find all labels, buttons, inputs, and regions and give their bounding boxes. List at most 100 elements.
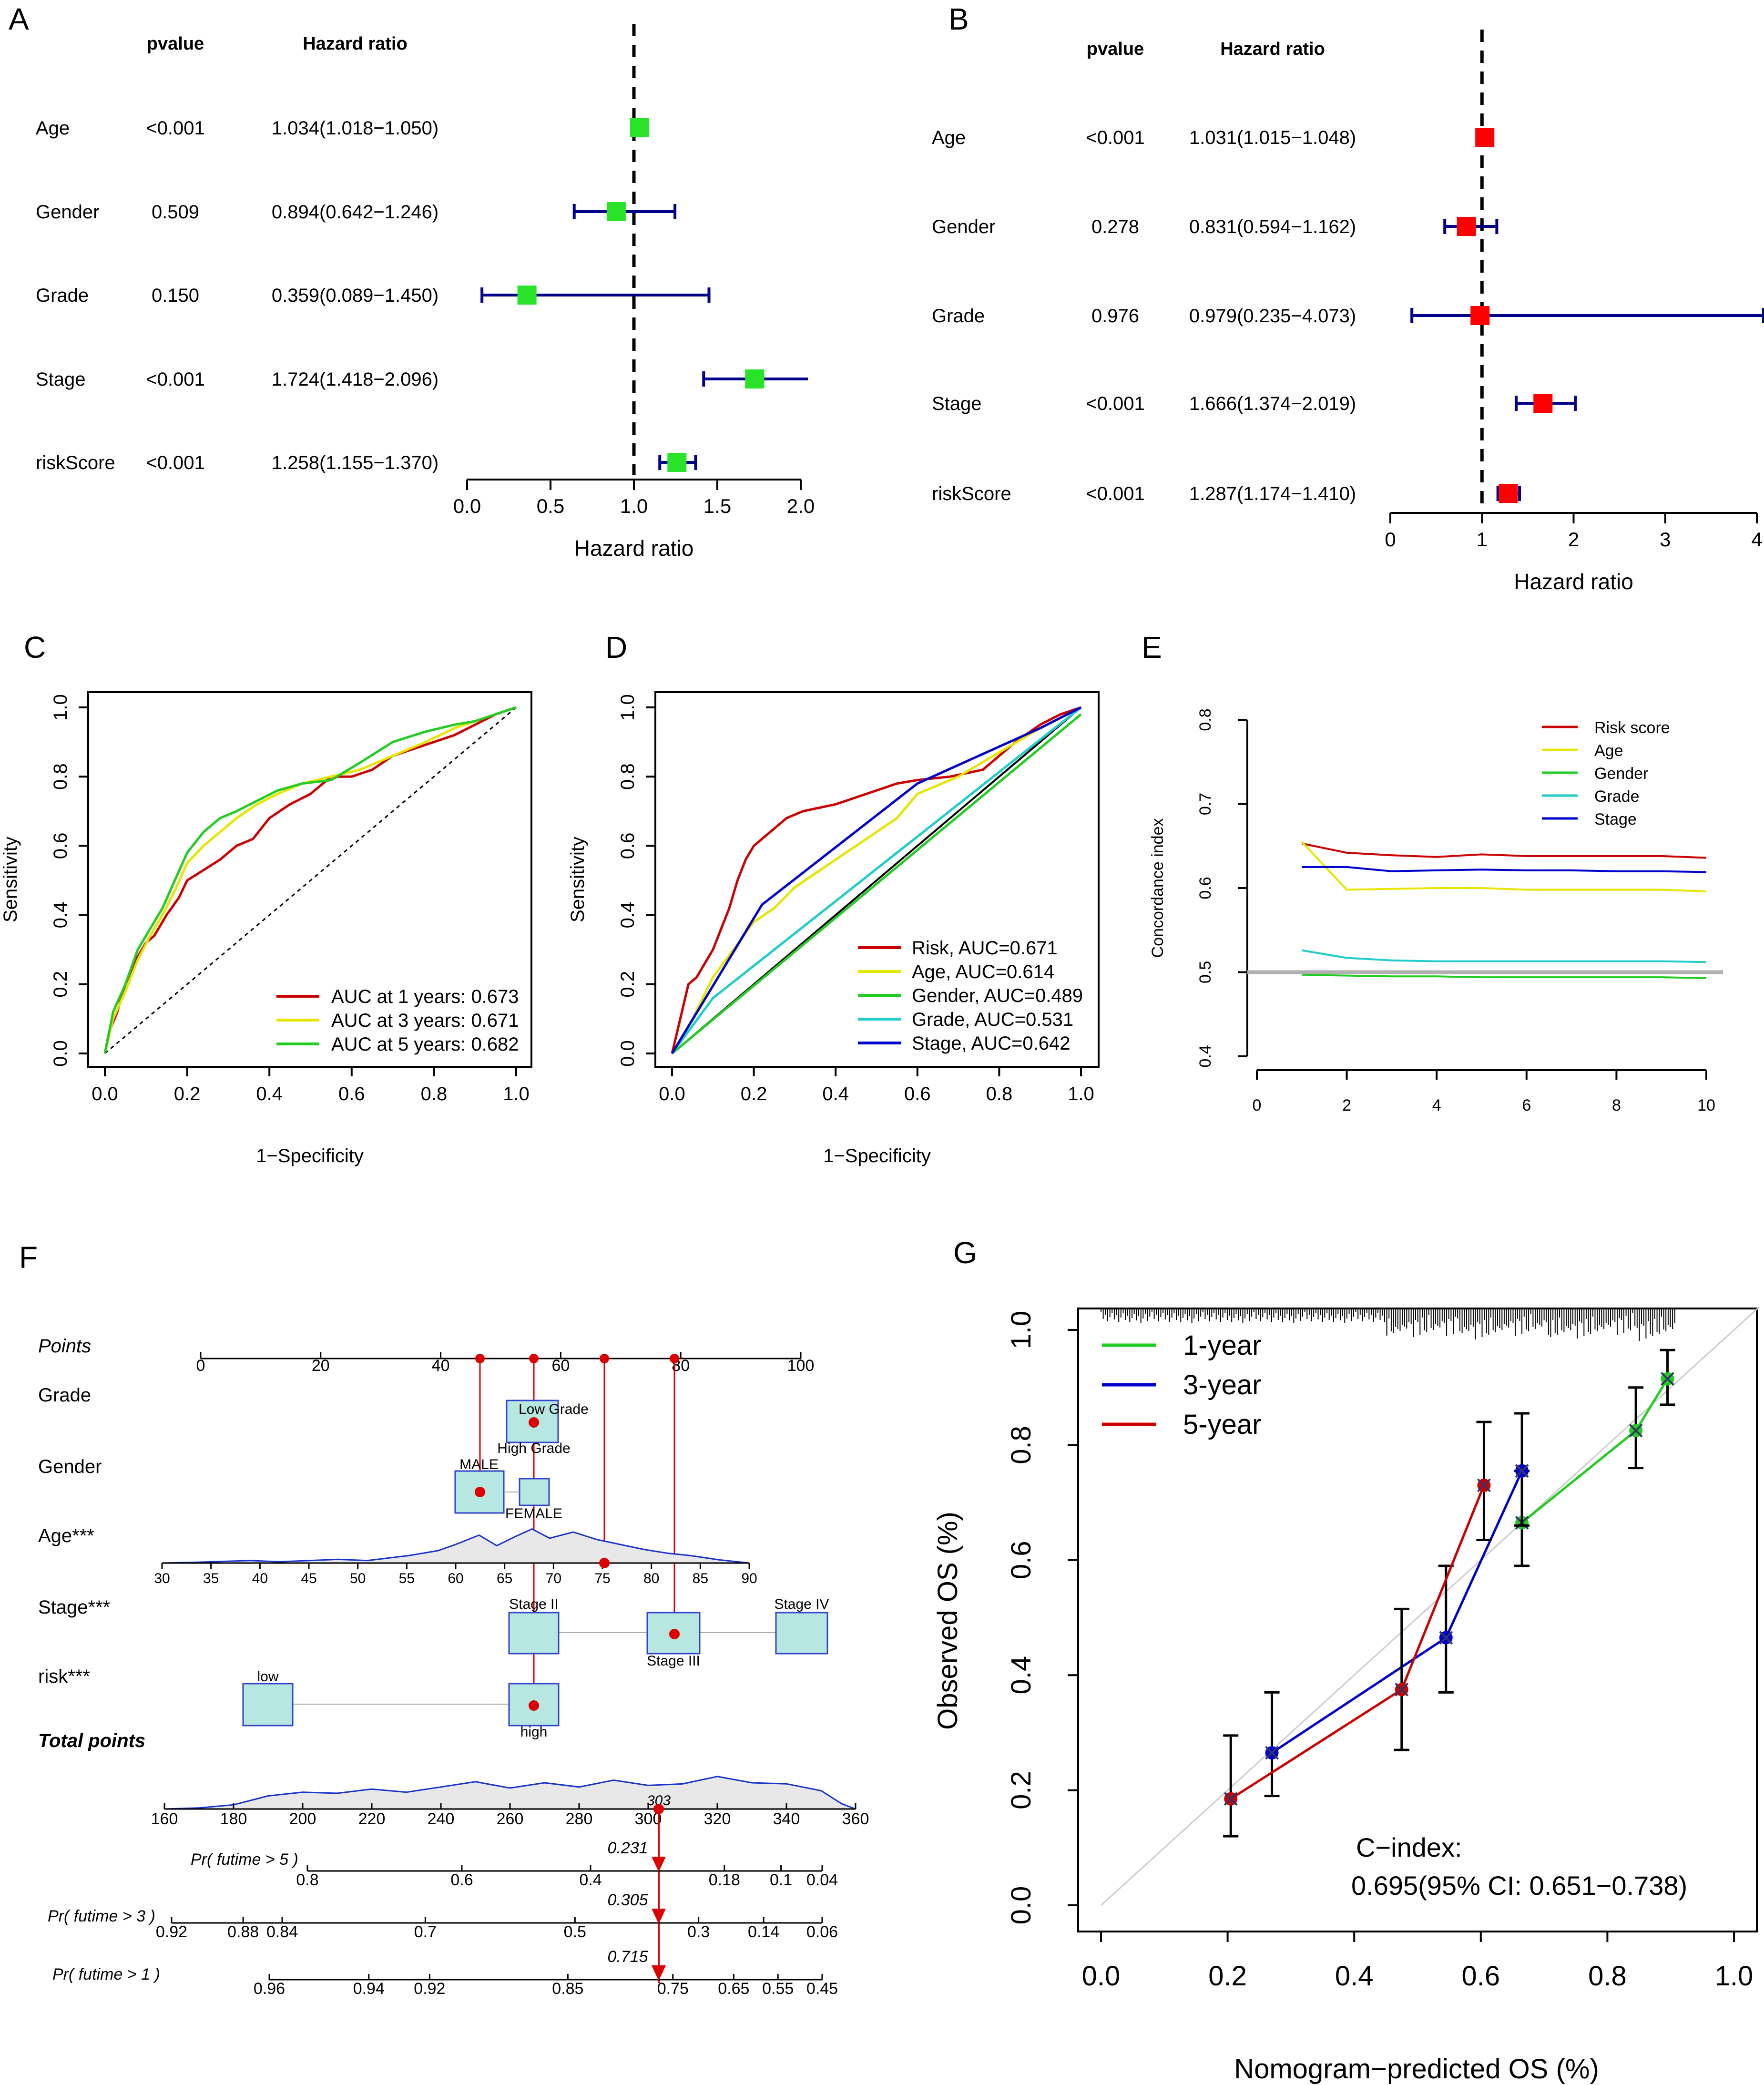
nomogram-prob-tick-label: 0.45 [806,1980,838,1998]
roc-d-x-tick-label: 0.8 [986,1083,1013,1104]
roc-d-series-line [671,706,1081,1054]
calib-x-tick-label: 0.6 [1461,1961,1500,1992]
roc-c-x-tick-label: 0.0 [92,1083,118,1104]
forest-a-row-pvalue: 0.150 [152,285,199,306]
calib-point-cross [1629,1423,1643,1438]
forest-b-row-hr-text: 1.031(1.015−1.048) [1189,127,1356,148]
forest-a-row-label: Gender [36,202,99,223]
nomogram-total-tick-label: 200 [289,1810,316,1828]
roc-d-y-tick-label: 0.2 [617,971,638,998]
nomogram-stage-box-iv [775,1612,828,1655]
nomogram-points-tick-label: 0 [196,1357,205,1375]
cindex-series-line [1301,949,1707,963]
forest-a-hr-point [606,202,626,221]
roc-c-diagonal [104,706,517,1054]
nomogram-prob-marker [652,1857,666,1872]
forest-b-row-hr-text: 1.287(1.174−1.410) [1189,483,1356,504]
forest-a-row-label: Age [36,118,70,139]
nomogram-points-tick-label: 40 [432,1357,450,1375]
roc-d-y-tick-label: 1.0 [617,694,638,721]
nomogram-selected-dot [529,1700,539,1711]
nomogram-prob-tick-label: 0.96 [254,1980,285,1998]
nomogram-total-tick-label: 240 [428,1810,455,1828]
forest-b-row-label: Stage [932,393,982,414]
forest-a-row-hr-text: 0.359(0.089−1.450) [272,285,438,306]
nomogram-row-label: Points [38,1336,91,1357]
forest-b-row-hr-text: 1.666(1.374−2.019) [1189,393,1356,414]
forest-b-x-tick-label: 1 [1477,528,1488,551]
forest-a-row-hr-text: 1.034(1.018−1.050) [272,118,438,139]
cindex-y-tick-label: 0.6 [1196,877,1214,899]
nomogram-prob-tick-label: 0.84 [266,1923,298,1941]
calib-annotation: C−index: [1356,1832,1462,1862]
nomogram-prob-tick-label: 0.8 [296,1871,318,1889]
forest-a-row-pvalue: <0.001 [146,118,204,139]
roc-c-x-tick-label: 0.4 [256,1083,283,1104]
forest-a-header-hazard-ratio: Hazard ratio [303,34,408,54]
roc-c-plot-box [87,691,532,1068]
forest-b-row-pvalue: 0.278 [1091,216,1139,237]
nomogram-prob-marker-value: 0.715 [607,1948,648,1966]
forest-b-x-tick-label: 3 [1660,528,1671,551]
cindex-x-tick-label: 10 [1697,1096,1715,1114]
nomogram-prob-tick-label: 0.6 [450,1871,473,1889]
forest-a-row-label: Grade [36,285,89,306]
calib-legend-label: 1-year [1183,1330,1261,1361]
roc-c-series-line [103,706,517,1054]
roc-d-legend-label: Gender, AUC=0.489 [912,985,1083,1006]
forest-b-hr-point [1533,394,1553,413]
forest-b-row-label: Gender [932,216,995,237]
calib-x-axis-title: Nomogram−predicted OS (%) [1234,2054,1599,2085]
nomogram-prob-tick-label: 0.18 [709,1871,740,1889]
forest-a-row-pvalue: <0.001 [146,369,204,390]
nomogram-total-tick-label: 320 [704,1810,731,1828]
nomogram-row-label: risk*** [38,1666,90,1687]
calib-legend-label: 5-year [1183,1409,1261,1440]
nomogram-selected-dot [669,1629,680,1639]
nomogram-prob-tick-label: 0.94 [353,1980,385,1998]
calib-y-axis-title: Observed OS (%) [932,1512,963,1730]
nomogram-prob-tick-label: 0.14 [748,1923,779,1941]
nomogram-age-tick-label: 60 [448,1571,463,1586]
nomogram-age-tick-label: 85 [693,1571,708,1586]
roc-d-series-line [671,706,1082,1054]
cindex-y-tick-label: 0.7 [1196,793,1214,815]
roc-d-legend-label: Grade, AUC=0.531 [912,1009,1073,1030]
panel-label-f: F [19,1240,38,1275]
forest-b-row-pvalue: <0.001 [1086,483,1144,504]
roc-d-y-tick-label: 0.8 [617,763,638,790]
panel-label-c: C [24,630,46,664]
nomogram-age-tick-label: 35 [203,1571,219,1586]
nomogram-prob-tick-label: 0.4 [579,1871,602,1889]
calib-annotation: 0.695(95% CI: 0.651−0.738) [1351,1870,1687,1901]
nomogram-prob-tick-label: 0.55 [762,1980,794,1998]
roc-c-y-tick-label: 0.6 [50,833,71,859]
roc-d-series-line [671,706,1082,1054]
forest-a-row-hr-text: 1.724(1.418−2.096) [272,369,438,390]
nomogram-prob-tick-label: 0.92 [156,1923,187,1941]
panel-label-d: D [605,630,627,664]
nomogram-stage-level: Stage IV [774,1596,829,1612]
forest-b-row-label: Age [932,127,966,148]
forest-a-row-hr-text: 0.894(0.642−1.246) [272,202,438,223]
nomogram-gender-level: FEMALE [505,1506,562,1522]
panel-label-g: G [953,1236,977,1270]
forest-b-x-tick-label: 0 [1385,528,1396,551]
forest-b-hr-point [1457,217,1476,236]
calib-legend-label: 3-year [1183,1370,1261,1400]
nomogram-age-tick-label: 80 [643,1571,659,1586]
roc-d-y-tick-label: 0.0 [617,1040,638,1067]
forest-a-hr-point [745,369,765,388]
roc-d-x-tick-label: 0.4 [822,1083,849,1104]
nomogram-age-tick-label: 75 [594,1571,610,1586]
roc-c-x-tick-label: 0.2 [174,1083,201,1104]
calib-point-cross [1661,1372,1674,1386]
nomogram-gender-level: MALE [459,1457,499,1472]
calib-y-tick-label: 0.8 [1006,1426,1037,1464]
nomogram-stage-level: Stage II [509,1596,558,1612]
cindex-x-tick-label: 0 [1253,1096,1262,1114]
roc-c-y-tick-label: 0.8 [50,763,71,790]
nomogram-reading-dot [529,1354,539,1363]
calib-y-tick-label: 0.4 [1006,1656,1037,1695]
cindex-legend-label: Risk score [1594,719,1670,737]
